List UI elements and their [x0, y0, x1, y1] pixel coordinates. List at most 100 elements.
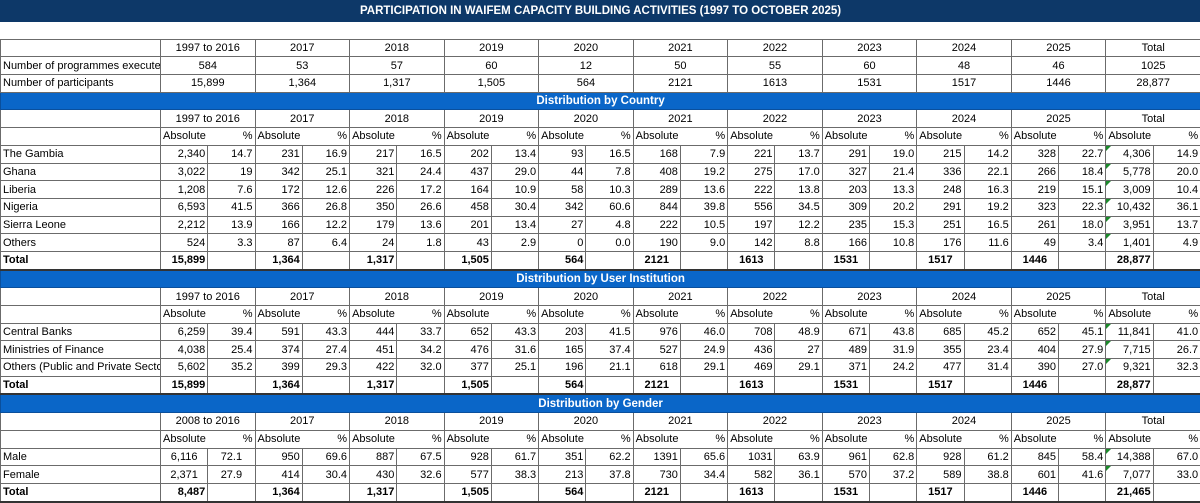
- absolute-header[interactable]: Absolute: [633, 430, 680, 448]
- percent-value[interactable]: 20.0: [1153, 163, 1200, 181]
- percent-value[interactable]: 26.8: [302, 198, 349, 216]
- period-header[interactable]: 2024: [917, 110, 1012, 128]
- absolute-value[interactable]: 652: [444, 323, 491, 341]
- absolute-value[interactable]: 142: [728, 234, 775, 252]
- total-value[interactable]: 8,487: [161, 483, 208, 501]
- total-value[interactable]: 1,317: [350, 251, 397, 269]
- percent-header[interactable]: %: [302, 430, 349, 448]
- row-label[interactable]: The Gambia: [1, 145, 161, 163]
- percent-value[interactable]: 13.3: [869, 181, 916, 199]
- percent-header[interactable]: %: [869, 306, 916, 324]
- absolute-value[interactable]: 221: [728, 145, 775, 163]
- period-header[interactable]: 2022: [728, 288, 823, 306]
- percent-value[interactable]: 19: [208, 163, 255, 181]
- absolute-header[interactable]: Absolute: [539, 128, 586, 146]
- summary-value[interactable]: 28,877: [1106, 75, 1200, 93]
- row-label[interactable]: Others (Public and Private Sector): [1, 359, 161, 377]
- blank-cell[interactable]: [1, 22, 1200, 40]
- percent-header[interactable]: %: [397, 430, 444, 448]
- percent-value[interactable]: 22.7: [1059, 145, 1106, 163]
- period-header[interactable]: 2017: [255, 110, 350, 128]
- total-percent-empty[interactable]: [1153, 376, 1200, 394]
- percent-value[interactable]: 27.9: [1059, 341, 1106, 359]
- absolute-value[interactable]: 577: [444, 466, 491, 484]
- row-label[interactable]: Sierra Leone: [1, 216, 161, 234]
- total-percent-empty[interactable]: [208, 376, 255, 394]
- percent-header[interactable]: %: [1153, 128, 1200, 146]
- total-value[interactable]: 15,899: [161, 376, 208, 394]
- summary-value[interactable]: 15,899: [161, 75, 256, 93]
- absolute-header[interactable]: Absolute: [728, 430, 775, 448]
- percent-value[interactable]: 41.6: [1059, 466, 1106, 484]
- percent-value[interactable]: 13.4: [491, 145, 538, 163]
- absolute-header[interactable]: Absolute: [161, 430, 208, 448]
- absolute-value[interactable]: 928: [917, 448, 964, 466]
- period-header[interactable]: 1997 to 2016: [161, 288, 256, 306]
- absolute-value[interactable]: 172: [255, 181, 302, 199]
- percent-header[interactable]: %: [775, 306, 822, 324]
- percent-value[interactable]: 63.9: [775, 448, 822, 466]
- summary-value[interactable]: 53: [255, 57, 350, 75]
- absolute-value[interactable]: 589: [917, 466, 964, 484]
- absolute-value[interactable]: 6,593: [161, 198, 208, 216]
- percent-value[interactable]: 22.3: [1059, 198, 1106, 216]
- percent-value[interactable]: 13.9: [208, 216, 255, 234]
- total-percent-empty[interactable]: [1059, 483, 1106, 501]
- absolute-header[interactable]: Absolute: [350, 306, 397, 324]
- absolute-value[interactable]: 291: [822, 145, 869, 163]
- row-label[interactable]: Ghana: [1, 163, 161, 181]
- absolute-value[interactable]: 422: [350, 359, 397, 377]
- percent-value[interactable]: 14.7: [208, 145, 255, 163]
- absolute-value[interactable]: 601: [1011, 466, 1058, 484]
- total-value[interactable]: 1,364: [255, 483, 302, 501]
- total-percent-empty[interactable]: [302, 376, 349, 394]
- total-percent-empty[interactable]: [964, 483, 1011, 501]
- absolute-header[interactable]: Absolute: [728, 128, 775, 146]
- percent-value[interactable]: 8.8: [775, 234, 822, 252]
- period-header[interactable]: 2024: [917, 413, 1012, 431]
- corner-cell[interactable]: [1, 288, 161, 306]
- percent-header[interactable]: %: [302, 128, 349, 146]
- period-header[interactable]: 2023: [822, 288, 917, 306]
- total-percent-empty[interactable]: [964, 251, 1011, 269]
- percent-value[interactable]: 18.4: [1059, 163, 1106, 181]
- absolute-value[interactable]: 591: [255, 323, 302, 341]
- percent-value[interactable]: 10.5: [680, 216, 727, 234]
- absolute-value[interactable]: 166: [822, 234, 869, 252]
- total-percent-empty[interactable]: [1153, 483, 1200, 501]
- percent-value[interactable]: 37.2: [869, 466, 916, 484]
- percent-value[interactable]: 72.1: [208, 448, 255, 466]
- percent-value[interactable]: 38.8: [964, 466, 1011, 484]
- total-percent-empty[interactable]: [397, 251, 444, 269]
- absolute-value[interactable]: 5,778: [1106, 163, 1153, 181]
- row-label[interactable]: Ministries of Finance: [1, 341, 161, 359]
- absolute-value[interactable]: 49: [1011, 234, 1058, 252]
- period-header[interactable]: 2020: [539, 39, 634, 57]
- percent-header[interactable]: %: [1153, 306, 1200, 324]
- percent-value[interactable]: 6.4: [302, 234, 349, 252]
- percent-value[interactable]: 14.9: [1153, 145, 1200, 163]
- absolute-value[interactable]: 414: [255, 466, 302, 484]
- percent-value[interactable]: 16.5: [586, 145, 633, 163]
- absolute-value[interactable]: 366: [255, 198, 302, 216]
- absolute-header[interactable]: Absolute: [444, 128, 491, 146]
- percent-value[interactable]: 62.2: [586, 448, 633, 466]
- percent-value[interactable]: 30.4: [491, 198, 538, 216]
- percent-value[interactable]: 39.8: [680, 198, 727, 216]
- absolute-header[interactable]: Absolute: [633, 128, 680, 146]
- percent-value[interactable]: 3.4: [1059, 234, 1106, 252]
- summary-value[interactable]: 1025: [1106, 57, 1200, 75]
- absolute-value[interactable]: 451: [350, 341, 397, 359]
- summary-value[interactable]: 1531: [822, 75, 917, 93]
- percent-value[interactable]: 11.6: [964, 234, 1011, 252]
- percent-value[interactable]: 62.8: [869, 448, 916, 466]
- total-value[interactable]: 564: [539, 376, 586, 394]
- period-header[interactable]: 2022: [728, 39, 823, 57]
- summary-value[interactable]: 584: [161, 57, 256, 75]
- percent-value[interactable]: 25.1: [491, 359, 538, 377]
- row-label[interactable]: Others: [1, 234, 161, 252]
- total-value[interactable]: 21,465: [1106, 483, 1153, 501]
- absolute-header[interactable]: Absolute: [1106, 306, 1153, 324]
- percent-value[interactable]: 4.8: [586, 216, 633, 234]
- percent-value[interactable]: 31.4: [964, 359, 1011, 377]
